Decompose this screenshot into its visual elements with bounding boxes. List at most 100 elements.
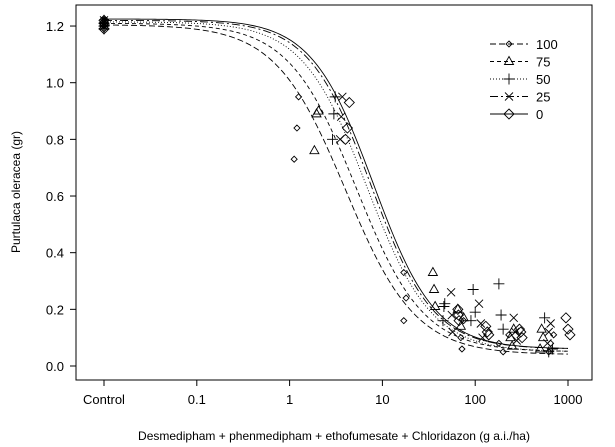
data-point-25 [446,288,456,297]
data-point-0 [453,315,465,327]
data-point-0 [452,303,464,315]
y-tick-label: 0.8 [46,132,64,147]
data-point-50 [539,312,551,324]
data-point-0 [339,133,352,145]
x-tick-label: 100 [464,392,486,407]
data-point-50 [493,278,505,290]
legend-label-50: 50 [536,72,550,87]
data-point-75 [452,303,464,313]
data-point-75 [537,331,549,342]
x-tick-label: 1000 [554,392,583,407]
data-point-75 [313,105,324,115]
data-point-25 [447,310,457,320]
data-point-0 [343,96,355,109]
data-point-100 [495,339,503,347]
legend-marker-0 [503,108,515,120]
data-point-0 [564,329,576,341]
data-point-50 [438,301,450,313]
data-point-75 [534,343,546,353]
data-point-50 [437,315,449,327]
data-point-50 [497,323,509,335]
fitted-curve-100 [103,24,569,355]
data-point-0 [481,326,493,338]
legend-label-100: 100 [536,37,558,52]
data-point-50 [465,315,477,327]
x-tick-label: 10 [375,392,389,407]
plot-frame [75,4,593,381]
fitted-curves [103,18,569,355]
data-point-100 [457,334,465,342]
data-point-50 [467,284,479,296]
data-point-50 [329,91,341,103]
y-axis: 0.0 0.2 0.4 0.6 0.8 1.0 1.2 [46,19,76,374]
x-tick-label: 1 [286,392,293,407]
y-tick-label: 0.2 [46,302,64,317]
data-point-50 [439,298,451,310]
data-point-100 [290,155,298,163]
fitted-curve-25 [103,19,569,349]
data-point-50 [495,309,507,321]
legend-label-0: 0 [536,107,543,122]
data-point-100 [400,268,408,277]
data-point-0 [98,23,110,35]
data-point-100 [294,93,303,101]
data-point-0 [480,320,492,332]
y-axis-title: Purtulaca oleracea (gr) [9,131,23,253]
fitted-curve-50 [104,21,569,352]
data-point-100 [402,294,410,302]
y-tick-label: 1.0 [46,76,64,91]
legend-marker-50 [503,73,515,85]
y-tick-label: 0.4 [46,246,64,261]
data-point-0 [515,326,527,338]
y-tick-label: 0.6 [46,189,64,204]
data-point-100 [549,331,558,339]
legend-marker-100 [505,40,513,48]
fitted-curve-0 [103,18,569,349]
fitted-curve-75 [103,22,569,352]
data-point-0 [516,332,528,344]
y-tick-label: 1.2 [46,19,64,34]
data-point-0 [483,329,495,341]
data-point-100 [400,317,408,325]
data-point-25 [546,319,555,328]
data-point-100 [293,124,301,132]
data-point-0 [98,14,110,27]
data-point-100 [458,345,466,353]
data-point-100 [459,317,468,325]
legend-label-75: 75 [536,55,550,70]
data-point-0 [562,323,574,335]
data-point-25 [448,327,457,337]
data-point-25 [474,299,484,308]
data-point-50 [469,306,481,318]
x-axis: Control 0.1 1 10 100 1000 [83,380,582,407]
data-point-25 [512,336,522,345]
legend-label-25: 25 [536,90,550,105]
data-point-25 [338,92,347,102]
data-point-50 [328,108,340,120]
data-point-0 [513,323,526,335]
data-point-25 [336,112,346,122]
data-point-0 [341,122,354,134]
x-axis-title: Desmedipham + phenmedipham + ethofumesat… [138,429,530,443]
data-point-50 [327,133,339,145]
data-point-25 [544,327,554,337]
data-point-0 [452,309,465,321]
data-point-25 [509,313,519,323]
data-point-75 [309,144,320,155]
x-tick-label: 0.1 [188,392,206,407]
legend: 100 75 50 25 0 [490,37,558,122]
legend-marker-75 [503,55,515,65]
data-point-75 [428,283,440,293]
data-point-25 [543,339,552,348]
data-point-75 [429,300,441,310]
data-point-25 [476,319,486,328]
legend-marker-25 [504,92,514,101]
data-point-0 [560,312,572,324]
data-point-100 [499,348,507,356]
data-point-75 [506,340,518,350]
x-tick-label: Control [83,392,125,407]
y-tick-label: 0.0 [46,359,64,374]
data-point-75 [536,323,547,333]
data-point-75 [427,266,439,276]
